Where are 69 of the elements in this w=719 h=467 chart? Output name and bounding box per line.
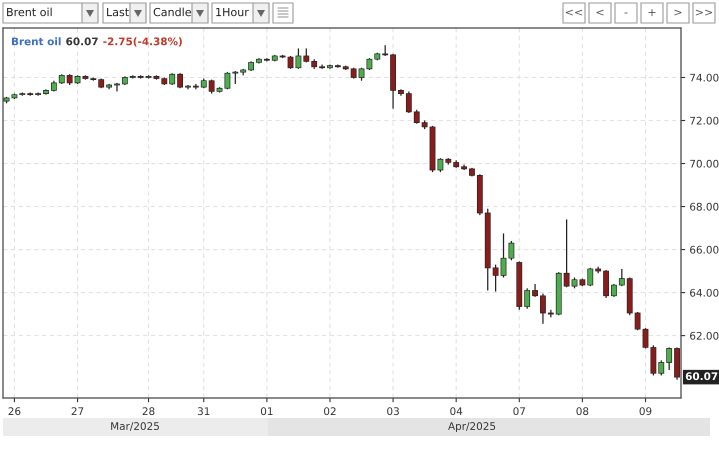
candlestick [642,327,648,350]
annotation: -2.75(-4.38%) [103,37,182,47]
text: Last [107,8,129,16]
candlestick [492,264,499,292]
text: - [624,12,628,14]
annotation: 60.07 [66,37,98,46]
y-tick-label: 72.00 [690,116,718,125]
text: 1Hour [216,8,249,16]
y-tick-label: 68.00 [690,202,718,211]
text: > [674,10,682,16]
candlestick [406,90,412,114]
candlestick [524,288,530,310]
text: Apr/2025 [448,422,496,432]
candlestick [98,78,104,89]
y-tick-label: 66.00 [690,246,718,254]
y-tick-label: 64.00 [690,288,718,297]
candlestick [532,283,538,298]
x-tick-label: 03 [387,407,399,416]
annotation: 60.07 [686,372,718,380]
candlestick [540,293,546,324]
candlestick [177,72,184,89]
candlestick [611,283,617,298]
candlestick [311,58,318,70]
candlestick [634,311,641,331]
x-tick-label: 01 [260,407,273,416]
candlestick [288,55,294,70]
candlestick [666,346,672,371]
x-tick-label: 09 [640,407,652,416]
candlestick [358,67,364,82]
candlestick [572,276,578,289]
x-tick-label: 26 [8,407,20,416]
candlestick [366,57,372,71]
x-tick-label: 07 [513,407,526,416]
y-tick-label: 70.00 [690,160,718,168]
candlestick [500,232,506,278]
candlestick [587,267,594,287]
x-tick-label: 31 [198,407,210,416]
text: Brent oil [7,8,52,16]
text: Brent oil [12,37,61,46]
y-tick-label: 74.00 [690,74,718,82]
candlestick [437,158,444,173]
candlestick [414,109,420,124]
candlestick [50,80,57,92]
candlestick [296,48,302,70]
text: < [596,10,604,16]
candlestick [224,71,230,90]
x-tick-label: 02 [324,407,336,416]
candlestick [618,268,625,287]
x-tick-label: 04 [450,407,462,416]
candlestick [248,60,254,72]
x-tick-label: 08 [576,407,588,416]
candlestick [303,48,310,64]
x-tick-label: 28 [142,407,154,416]
y-tick-label: 62.00 [690,332,718,340]
candlestick [169,72,176,86]
candlestick [564,218,570,288]
x-tick-label: 27 [72,407,84,415]
text: Candle [154,8,191,16]
candlestick [58,74,65,85]
text: >> [696,10,712,16]
candlestick [66,74,73,86]
candlestick [508,240,514,261]
candlestick [350,67,357,80]
text: Mar/2025 [111,422,159,431]
candlestick [208,79,215,94]
candlestick [658,360,664,376]
candlestick [200,78,207,89]
text: + [648,9,656,16]
text: << [566,10,582,16]
